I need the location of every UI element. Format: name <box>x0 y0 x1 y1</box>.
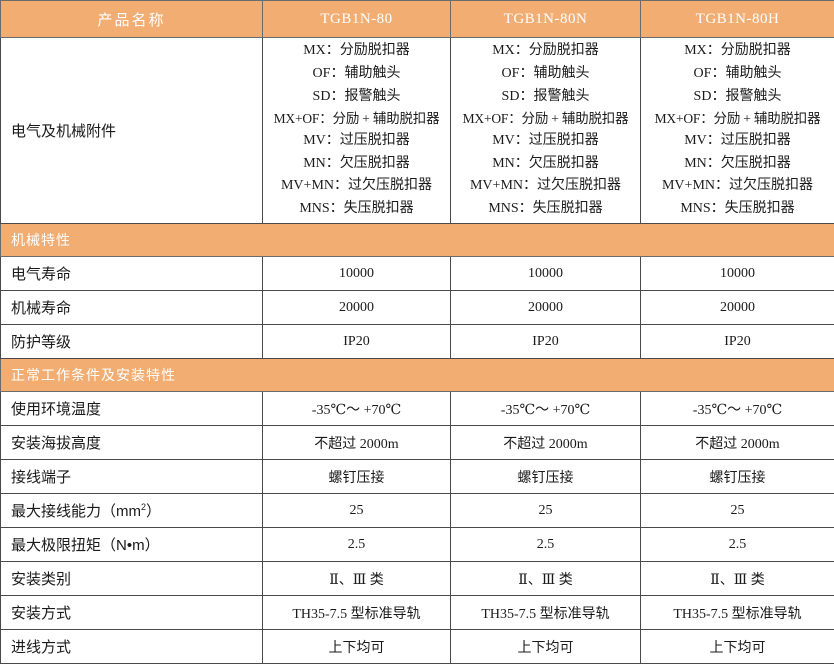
table-row: 使用环境温度 -35℃～ +70℃ -35℃～ +70℃ -35℃～ +70℃ <box>1 392 834 426</box>
label-prefix: 最大接线能力（mm <box>11 503 141 520</box>
accessory-item: MV+MN：过欠压脱扣器 <box>266 175 447 198</box>
accessory-item: SD：报警触头 <box>454 86 637 109</box>
accessories-cell-1: MX：分励脱扣器 OF：辅助触头 SD：报警触头 MX+OF：分励 + 辅助脱扣… <box>263 38 451 224</box>
row-label: 机械寿命 <box>1 291 263 325</box>
accessory-item: OF：辅助触头 <box>266 63 447 86</box>
table-row: 进线方式 上下均可 上下均可 上下均可 <box>1 630 834 664</box>
section-header-operating-conditions: 正常工作条件及安装特性 <box>1 359 834 392</box>
accessory-item: SD：报警触头 <box>644 86 831 109</box>
row-value: 螺钉压接 <box>641 460 834 494</box>
accessory-item: MV：过压脱扣器 <box>644 130 831 153</box>
table-row: 机械寿命 20000 20000 20000 <box>1 291 834 325</box>
accessory-item: OF：辅助触头 <box>644 63 831 86</box>
row-value: 2.5 <box>263 528 451 562</box>
row-value: 2.5 <box>641 528 834 562</box>
row-value: 20000 <box>451 291 641 325</box>
accessory-item: MV+MN：过欠压脱扣器 <box>454 175 637 198</box>
accessories-cell-3: MX：分励脱扣器 OF：辅助触头 SD：报警触头 MX+OF：分励 + 辅助脱扣… <box>641 38 834 224</box>
table-row: 最大接线能力（mm2） 25 25 25 <box>1 494 834 528</box>
row-label-wire-capacity: 最大接线能力（mm2） <box>1 494 263 528</box>
row-value: 不超过 2000m <box>451 426 641 460</box>
accessory-item: MNS：失压脱扣器 <box>454 198 637 221</box>
accessories-row: 电气及机械附件 MX：分励脱扣器 OF：辅助触头 SD：报警触头 MX+OF：分… <box>1 38 834 224</box>
accessory-item: MNS：失压脱扣器 <box>266 198 447 221</box>
row-value: Ⅱ、Ⅲ 类 <box>451 562 641 596</box>
accessory-item: MV：过压脱扣器 <box>266 130 447 153</box>
table-row: 安装方式 TH35-7.5 型标准导轨 TH35-7.5 型标准导轨 TH35-… <box>1 596 834 630</box>
accessory-item: MN：欠压脱扣器 <box>454 153 637 176</box>
row-value: Ⅱ、Ⅲ 类 <box>263 562 451 596</box>
row-label: 安装类别 <box>1 562 263 596</box>
row-value: 10000 <box>451 257 641 291</box>
accessory-item: OF：辅助触头 <box>454 63 637 86</box>
table-row: 安装类别 Ⅱ、Ⅲ 类 Ⅱ、Ⅲ 类 Ⅱ、Ⅲ 类 <box>1 562 834 596</box>
table-row: 防护等级 IP20 IP20 IP20 <box>1 325 834 359</box>
row-label: 电气寿命 <box>1 257 263 291</box>
table-row: 接线端子 螺钉压接 螺钉压接 螺钉压接 <box>1 460 834 494</box>
accessory-item: MX+OF：分励 + 辅助脱扣器 <box>266 108 447 130</box>
row-label: 安装海拔高度 <box>1 426 263 460</box>
accessory-item: MV：过压脱扣器 <box>454 130 637 153</box>
row-value: 不超过 2000m <box>641 426 834 460</box>
row-label: 最大极限扭矩（N•m） <box>1 528 263 562</box>
accessory-item: MNS：失压脱扣器 <box>644 198 831 221</box>
row-label: 安装方式 <box>1 596 263 630</box>
row-label: 进线方式 <box>1 630 263 664</box>
row-value: 螺钉压接 <box>263 460 451 494</box>
section-title: 正常工作条件及安装特性 <box>1 359 834 392</box>
table-row: 安装海拔高度 不超过 2000m 不超过 2000m 不超过 2000m <box>1 426 834 460</box>
accessory-item: MX：分励脱扣器 <box>454 40 637 63</box>
row-value: TH35-7.5 型标准导轨 <box>451 596 641 630</box>
row-value: 螺钉压接 <box>451 460 641 494</box>
row-value: IP20 <box>263 325 451 359</box>
table-header-row: 产品名称 TGB1N-80 TGB1N-80N TGB1N-80H <box>1 1 834 38</box>
row-value: -35℃～ +70℃ <box>641 392 834 426</box>
row-value: TH35-7.5 型标准导轨 <box>641 596 834 630</box>
accessory-item: SD：报警触头 <box>266 86 447 109</box>
row-value: IP20 <box>451 325 641 359</box>
accessories-list-3: MX：分励脱扣器 OF：辅助触头 SD：报警触头 MX+OF：分励 + 辅助脱扣… <box>641 38 834 223</box>
row-label: 防护等级 <box>1 325 263 359</box>
header-product-name: 产品名称 <box>1 1 263 38</box>
accessory-item: MV+MN：过欠压脱扣器 <box>644 175 831 198</box>
label-suffix: ） <box>146 503 161 520</box>
row-value: 25 <box>263 494 451 528</box>
accessory-item: MX+OF：分励 + 辅助脱扣器 <box>454 108 637 130</box>
accessories-cell-2: MX：分励脱扣器 OF：辅助触头 SD：报警触头 MX+OF：分励 + 辅助脱扣… <box>451 38 641 224</box>
row-value: 2.5 <box>451 528 641 562</box>
row-value: 25 <box>451 494 641 528</box>
table-row: 最大极限扭矩（N•m） 2.5 2.5 2.5 <box>1 528 834 562</box>
row-value: 不超过 2000m <box>263 426 451 460</box>
accessories-list-1: MX：分励脱扣器 OF：辅助触头 SD：报警触头 MX+OF：分励 + 辅助脱扣… <box>263 38 450 223</box>
header-model-1: TGB1N-80 <box>263 1 451 38</box>
row-value: 上下均可 <box>263 630 451 664</box>
row-value: -35℃～ +70℃ <box>263 392 451 426</box>
row-value: 上下均可 <box>451 630 641 664</box>
row-value: -35℃～ +70℃ <box>451 392 641 426</box>
row-value: 10000 <box>641 257 834 291</box>
section-title: 机械特性 <box>1 224 834 257</box>
row-label: 使用环境温度 <box>1 392 263 426</box>
row-value: 10000 <box>263 257 451 291</box>
row-label: 接线端子 <box>1 460 263 494</box>
accessory-item: MX+OF：分励 + 辅助脱扣器 <box>644 108 831 130</box>
row-value: Ⅱ、Ⅲ 类 <box>641 562 834 596</box>
row-value: 20000 <box>641 291 834 325</box>
section-header-mechanical: 机械特性 <box>1 224 834 257</box>
row-value: IP20 <box>641 325 834 359</box>
accessory-item: MN：欠压脱扣器 <box>644 153 831 176</box>
header-model-3: TGB1N-80H <box>641 1 834 38</box>
row-value: 上下均可 <box>641 630 834 664</box>
accessory-item: MX：分励脱扣器 <box>644 40 831 63</box>
row-value: 25 <box>641 494 834 528</box>
accessory-item: MX：分励脱扣器 <box>266 40 447 63</box>
table-row: 电气寿命 10000 10000 10000 <box>1 257 834 291</box>
header-model-2: TGB1N-80N <box>451 1 641 38</box>
row-value: TH35-7.5 型标准导轨 <box>263 596 451 630</box>
accessory-item: MN：欠压脱扣器 <box>266 153 447 176</box>
row-value: 20000 <box>263 291 451 325</box>
accessories-list-2: MX：分励脱扣器 OF：辅助触头 SD：报警触头 MX+OF：分励 + 辅助脱扣… <box>451 38 640 223</box>
accessories-label: 电气及机械附件 <box>1 38 263 224</box>
